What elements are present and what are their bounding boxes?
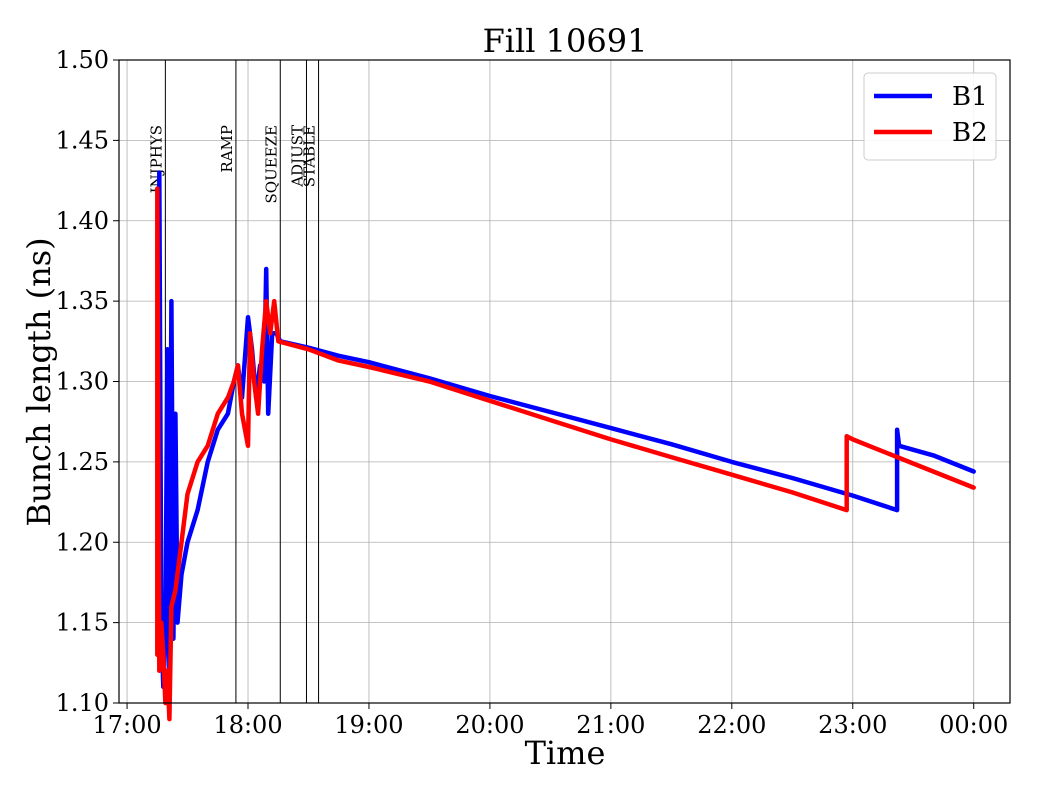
phase-label: SQUEEZE	[262, 125, 280, 204]
x-axis-ticks: 17:00 18:00 19:00 20:00 21:00 22:00 23:00 00:00	[92, 703, 1008, 739]
legend-entry-b2: B2	[952, 118, 988, 148]
y-tick-label: 1.20	[56, 528, 109, 556]
x-tick-label: 21:00	[576, 711, 645, 739]
phase-label: STABLE	[301, 125, 319, 187]
y-tick-label: 1.40	[56, 207, 109, 235]
series-line-b2	[155, 186, 976, 722]
y-tick-label: 1.25	[56, 448, 109, 476]
phase-label: RAMP	[218, 125, 236, 173]
y-tick-label: 1.50	[56, 46, 109, 74]
phase-label: INJPHYS	[147, 125, 165, 193]
x-tick-label: 00:00	[939, 711, 1008, 739]
y-tick-label: 1.35	[56, 287, 109, 315]
x-tick-label: 22:00	[697, 711, 766, 739]
chart-title: Fill 10691	[483, 22, 648, 60]
phase-label: ADJUST	[288, 125, 306, 188]
x-tick-label: 23:00	[818, 711, 887, 739]
series-line-b1	[157, 170, 976, 690]
y-axis-ticks: 1.10 1.15 1.20 1.25 1.30 1.35 1.40 1.45 1.50	[56, 46, 119, 717]
series-lines	[155, 170, 976, 722]
legend-entry-b1: B1	[952, 82, 988, 112]
y-tick-label: 1.15	[56, 609, 109, 637]
x-tick-label: 20:00	[455, 711, 524, 739]
y-tick-label: 1.30	[56, 368, 109, 396]
y-tick-label: 1.10	[56, 689, 109, 717]
x-tick-label: 17:00	[92, 711, 161, 739]
y-axis-label: Bunch length (ns)	[20, 237, 58, 526]
y-tick-label: 1.45	[56, 126, 109, 154]
x-tick-label: 18:00	[213, 711, 282, 739]
x-tick-label: 19:00	[334, 711, 403, 739]
x-axis-label: Time	[525, 734, 606, 772]
